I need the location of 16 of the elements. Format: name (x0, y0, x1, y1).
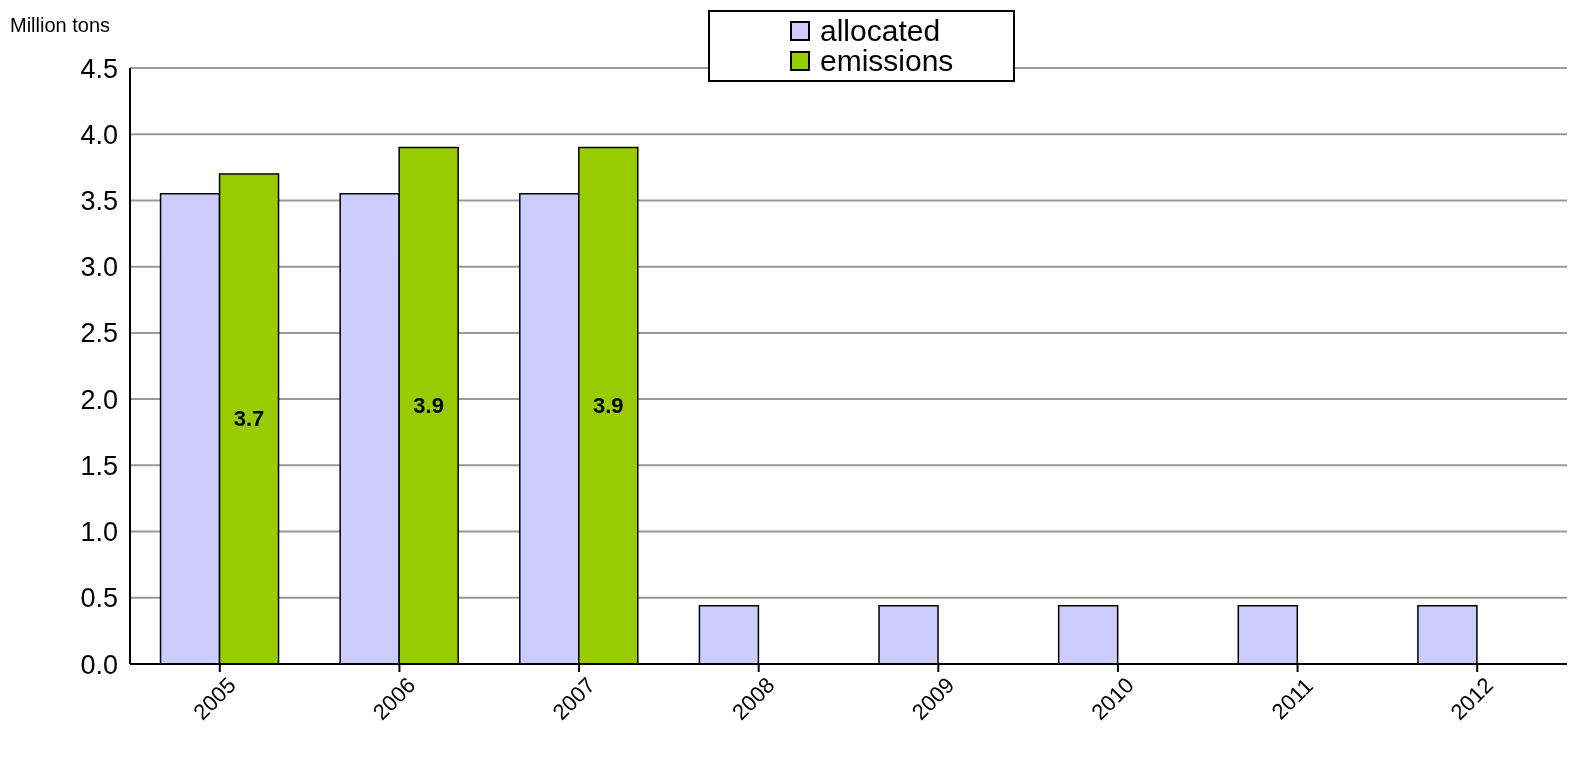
y-tick-label: 1.5 (80, 450, 118, 481)
y-tick-label: 3.0 (80, 252, 118, 283)
y-tick-label: 2.0 (80, 384, 118, 415)
legend-label: allocated (820, 14, 941, 47)
y-tick-label: 4.5 (80, 53, 118, 84)
data-label: 3.7 (233, 406, 265, 432)
legend-label: emissions (820, 44, 954, 77)
data-label: 3.9 (413, 393, 444, 419)
y-tick-label: 4.0 (80, 119, 118, 150)
y-tick-label: 0.5 (80, 583, 118, 614)
data-label: 3.9 (592, 393, 624, 419)
y-tick-label: 1.0 (80, 517, 118, 548)
y-tick-label: 3.5 (80, 186, 118, 217)
y-tick-label: 2.5 (80, 318, 118, 349)
y-tick-label: 0.0 (80, 649, 118, 680)
y-axis-title: Million tons (10, 14, 111, 37)
